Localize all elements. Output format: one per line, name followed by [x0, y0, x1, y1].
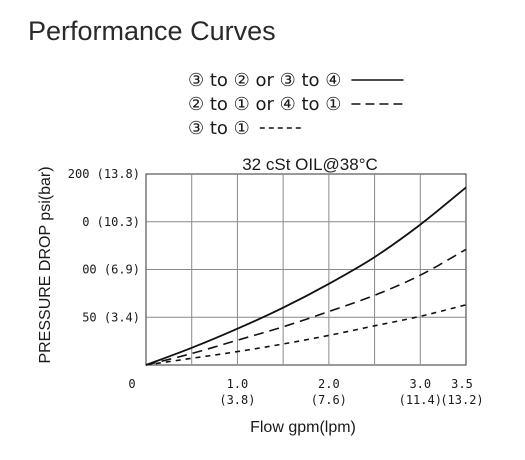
x-tick-sublabel: (11.4): [399, 393, 442, 407]
x-tick-label: 3.5: [451, 377, 473, 391]
test-condition: 32 cSt OIL@38°C: [242, 155, 378, 174]
legend: ③ to ② or ③ to ④ ② to ① or ④ to ① ③ to ①: [188, 70, 404, 139]
x-tick-sublabel: (7.6): [311, 393, 347, 407]
series-line-2: [145, 248, 467, 366]
y-tick-label: 0 (10.3): [82, 215, 140, 229]
series-line-1: [145, 186, 467, 366]
x-tick-label: 0: [128, 377, 135, 391]
legend-label-3: ③ to ①: [188, 118, 250, 139]
legend-label-2: ② to ① or ④ to ①: [188, 94, 341, 115]
y-tick-label: 00 (6.9): [82, 263, 140, 277]
y-tick-label: 200 (13.8): [68, 167, 140, 181]
y-axis-ticks: 50 (3.4) 00 (6.9) 0 (10.3) 200 (13.8): [68, 167, 140, 324]
x-tick-label: 1.0: [227, 377, 249, 391]
y-tick-label: 50 (3.4): [82, 310, 140, 324]
series-layer: [145, 186, 467, 366]
x-tick-sublabel: (3.8): [219, 393, 255, 407]
legend-label-1: ③ to ② or ③ to ④: [188, 70, 341, 91]
x-axis-ticks: 0 1.0 (3.8) 2.0 (7.6) 3.0 (11.4) 3.5 (13.2): [128, 377, 483, 407]
x-tick-label: 3.0: [409, 377, 431, 391]
y-axis-title: PRESSURE DROP psi(bar): [37, 166, 54, 363]
x-tick-label: 2.0: [318, 377, 340, 391]
series-line-3: [145, 304, 467, 366]
x-tick-sublabel: (13.2): [440, 393, 483, 407]
x-axis-title: Flow gpm(lpm): [250, 419, 356, 436]
grid: [146, 174, 466, 365]
page-title: Performance Curves: [28, 16, 276, 46]
